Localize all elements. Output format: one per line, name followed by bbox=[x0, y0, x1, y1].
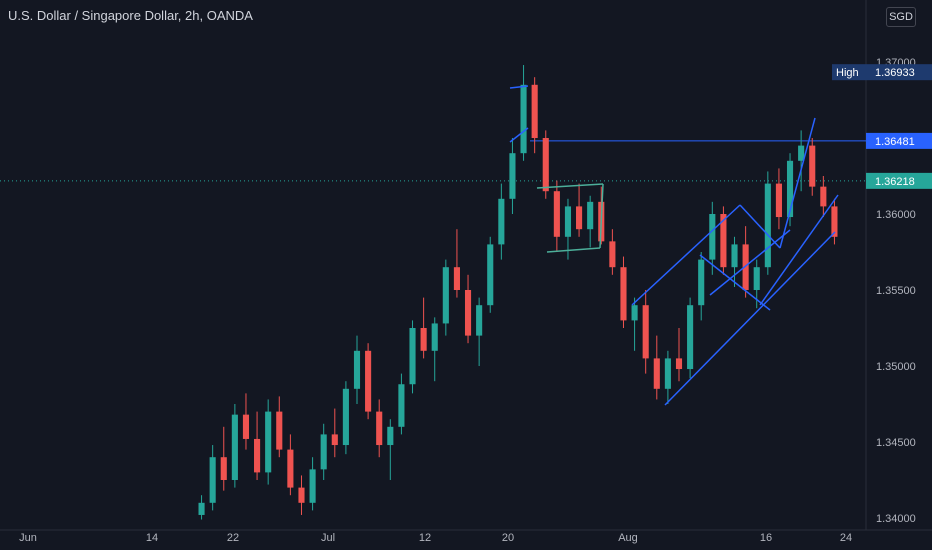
x-tick-label: 14 bbox=[146, 532, 158, 544]
candle-body bbox=[342, 388, 349, 446]
flag-line[interactable] bbox=[599, 183, 604, 249]
candle-body bbox=[476, 305, 483, 336]
candle-body bbox=[709, 214, 716, 260]
candle-body bbox=[753, 267, 760, 290]
trend-line[interactable] bbox=[779, 117, 816, 249]
candle-body bbox=[620, 267, 627, 321]
candle-body bbox=[642, 305, 649, 359]
candle-body bbox=[742, 244, 749, 290]
candle-body bbox=[786, 160, 794, 218]
trend-line[interactable] bbox=[699, 254, 771, 311]
trend-line[interactable] bbox=[664, 231, 836, 406]
x-tick-label: Jul bbox=[321, 532, 335, 544]
candle-body bbox=[442, 267, 449, 324]
trend-line[interactable] bbox=[509, 127, 529, 143]
candle-body bbox=[365, 350, 372, 412]
candle-body bbox=[353, 350, 361, 389]
candle-body bbox=[809, 145, 816, 187]
candle-body bbox=[209, 457, 216, 503]
x-tick-label: 24 bbox=[840, 532, 852, 544]
candle-body bbox=[687, 305, 694, 370]
x-tick-label: 16 bbox=[760, 532, 772, 544]
y-tick-label: 1.36000 bbox=[876, 209, 916, 221]
candle-body bbox=[309, 469, 316, 503]
candle-body bbox=[320, 434, 327, 470]
y-tick-label: 1.34000 bbox=[876, 513, 916, 525]
candle-body bbox=[564, 206, 572, 237]
trend-line[interactable] bbox=[759, 194, 839, 306]
candle-body bbox=[231, 414, 238, 480]
x-tick-label: Jun bbox=[19, 532, 37, 544]
candle-body bbox=[498, 198, 505, 245]
candle-body bbox=[664, 358, 671, 389]
candle-body bbox=[831, 206, 838, 237]
candle-body bbox=[220, 457, 227, 480]
y-tick-label: 1.34500 bbox=[876, 437, 916, 449]
high-tag-box bbox=[866, 64, 932, 81]
high-tag-label: High bbox=[836, 67, 859, 79]
level-tag-value: 1.36481 bbox=[875, 136, 915, 148]
high-tag-label-box bbox=[832, 64, 866, 81]
candle-body bbox=[453, 267, 460, 290]
candle-body bbox=[553, 191, 560, 237]
candle-body bbox=[420, 328, 427, 351]
flag-line[interactable] bbox=[546, 247, 601, 253]
candle-body bbox=[631, 305, 638, 321]
candle-body bbox=[731, 244, 738, 268]
candle-body bbox=[509, 153, 516, 199]
candle-body bbox=[387, 426, 394, 446]
candle-body bbox=[587, 201, 594, 230]
candle-body bbox=[242, 414, 250, 439]
trend-line[interactable] bbox=[509, 85, 529, 89]
x-tick-label: 22 bbox=[227, 532, 239, 544]
candle-body bbox=[265, 411, 272, 473]
high-tag-value: 1.36933 bbox=[875, 67, 915, 79]
candle-body bbox=[653, 358, 660, 389]
trend-line[interactable] bbox=[709, 229, 791, 296]
candle-body bbox=[609, 241, 616, 268]
candle-body bbox=[531, 84, 538, 138]
candle-body bbox=[764, 183, 771, 268]
candle-body bbox=[276, 411, 283, 450]
candles bbox=[198, 65, 838, 520]
currency-button[interactable]: SGD bbox=[886, 7, 916, 27]
trend-line[interactable] bbox=[739, 204, 781, 249]
candle-body bbox=[409, 328, 416, 385]
candle-body bbox=[431, 323, 438, 351]
candle-body bbox=[254, 438, 261, 473]
candle-body bbox=[331, 434, 338, 446]
trend-line[interactable] bbox=[631, 204, 741, 306]
candle-body bbox=[398, 384, 405, 427]
candle-body bbox=[720, 214, 727, 268]
flag-line[interactable] bbox=[536, 183, 604, 189]
candle-body bbox=[487, 244, 494, 306]
x-tick-label: 12 bbox=[419, 532, 431, 544]
x-tick-label: Aug bbox=[618, 532, 638, 544]
candle-body bbox=[542, 138, 549, 192]
candle-body bbox=[376, 411, 383, 446]
current-price-tag-value: 1.36218 bbox=[875, 176, 915, 188]
candle-body bbox=[464, 290, 472, 336]
candle-body bbox=[298, 487, 305, 503]
candle-body bbox=[287, 449, 294, 488]
candle-body bbox=[520, 84, 527, 154]
candle-body bbox=[798, 145, 805, 161]
chart-title: U.S. Dollar / Singapore Dollar, 2h, OAND… bbox=[8, 8, 253, 23]
y-tick-label: 1.35500 bbox=[876, 285, 916, 297]
level-tag-box bbox=[866, 132, 932, 149]
candle-body bbox=[198, 502, 205, 515]
candle-body bbox=[698, 259, 705, 306]
candle-body bbox=[675, 358, 683, 370]
candle-body bbox=[576, 206, 583, 230]
candle-body bbox=[775, 183, 782, 218]
candle-body bbox=[820, 186, 827, 207]
x-tick-label: 20 bbox=[502, 532, 514, 544]
current-price-tag-box bbox=[866, 172, 932, 189]
y-tick-label: 1.35000 bbox=[876, 361, 916, 373]
